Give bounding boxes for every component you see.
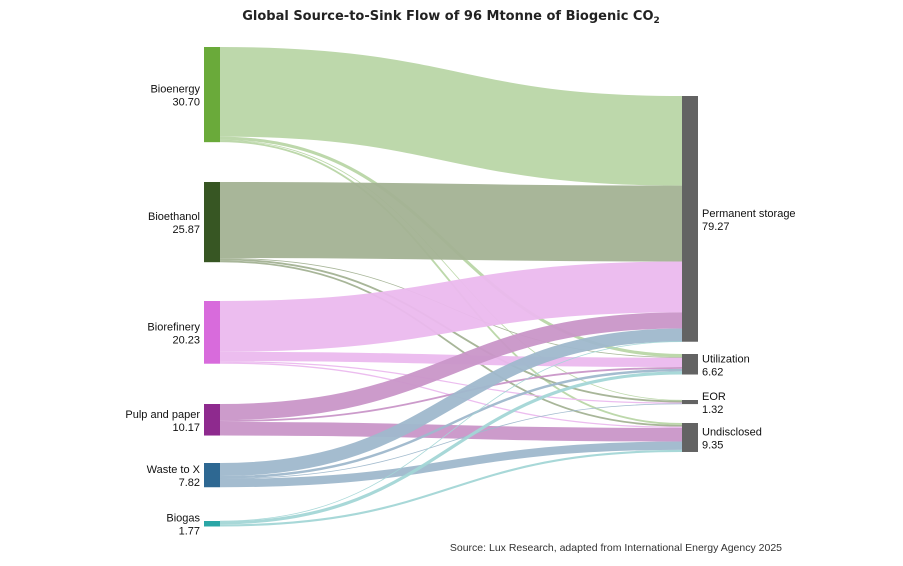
flow-biorefinery-to-permanent-storage bbox=[219, 261, 683, 352]
source-label-bioenergy: Bioenergy bbox=[150, 84, 200, 96]
source-value-biorefinery: 20.23 bbox=[172, 334, 200, 346]
node-utilization bbox=[682, 354, 698, 375]
flow-pulp-and-paper-to-permanent-storage bbox=[219, 312, 683, 421]
source-value-pulp-and-paper: 10.17 bbox=[172, 422, 200, 434]
flow-pulp-and-paper-to-utilization bbox=[219, 367, 683, 422]
flow-biogas-to-permanent-storage bbox=[219, 341, 683, 522]
source-value-waste-to-x: 7.82 bbox=[179, 477, 200, 489]
flow-waste-to-x-to-undisclosed bbox=[219, 441, 683, 488]
nodes bbox=[204, 47, 698, 527]
sink-label-undisclosed: Undisclosed bbox=[702, 426, 762, 438]
source-label-biorefinery: Biorefinery bbox=[147, 321, 200, 333]
node-undisclosed bbox=[682, 423, 698, 452]
flow-bioethanol-to-permanent-storage bbox=[219, 182, 683, 262]
node-permanent-storage bbox=[682, 96, 698, 342]
node-biorefinery bbox=[204, 301, 220, 364]
flow-waste-to-x-to-utilization bbox=[219, 368, 683, 479]
source-label-biogas: Biogas bbox=[166, 513, 200, 525]
node-eor bbox=[682, 400, 698, 405]
source-value-bioenergy: 30.70 bbox=[172, 97, 200, 109]
flow-links bbox=[219, 47, 683, 527]
sink-value-utilization: 6.62 bbox=[702, 366, 723, 378]
flow-bioenergy-to-eor bbox=[219, 139, 683, 401]
node-bioethanol bbox=[204, 182, 220, 263]
sink-label-permanent-storage: Permanent storage bbox=[702, 208, 796, 220]
sink-value-undisclosed: 9.35 bbox=[702, 439, 723, 451]
sink-label-eor: EOR bbox=[702, 391, 726, 403]
title-subscript: 2 bbox=[654, 16, 660, 26]
node-pulp-and-paper bbox=[204, 404, 220, 436]
sink-value-eor: 1.32 bbox=[702, 404, 723, 416]
chart-title: Global Source-to-Sink Flow of 96 Mtonne … bbox=[242, 9, 660, 26]
source-label-bioethanol: Bioethanol bbox=[148, 211, 200, 223]
sink-value-permanent-storage: 79.27 bbox=[702, 221, 730, 233]
flow-biorefinery-to-eor bbox=[219, 361, 683, 404]
flow-waste-to-x-to-permanent-storage bbox=[219, 328, 683, 477]
source-value-biogas: 1.77 bbox=[179, 526, 200, 538]
source-value-bioethanol: 25.87 bbox=[172, 224, 200, 236]
flow-waste-to-x-to-eor bbox=[219, 403, 683, 480]
sink-label-utilization: Utilization bbox=[702, 353, 750, 365]
node-biogas bbox=[204, 521, 220, 527]
source-note: Source: Lux Research, adapted from Inter… bbox=[450, 542, 782, 554]
node-waste-to-x bbox=[204, 463, 220, 488]
flow-bioenergy-to-permanent-storage bbox=[219, 47, 683, 186]
source-label-pulp-and-paper: Pulp and paper bbox=[125, 409, 200, 421]
node-bioenergy bbox=[204, 47, 220, 143]
flow-biogas-to-undisclosed bbox=[219, 449, 683, 527]
flow-biogas-to-utilization bbox=[219, 371, 683, 525]
source-label-waste-to-x: Waste to X bbox=[147, 464, 201, 476]
flow-bioethanol-to-undisclosed bbox=[219, 260, 683, 427]
